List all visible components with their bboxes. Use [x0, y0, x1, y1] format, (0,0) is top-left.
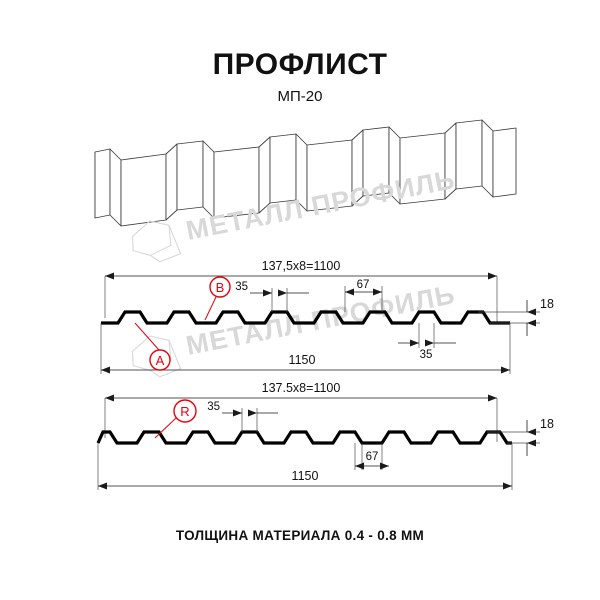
top-dim-18: 18 — [478, 297, 554, 336]
top-profile-section — [101, 310, 510, 325]
top-dim-35-left-text: 35 — [235, 281, 248, 293]
top-dim-1150: 1150 — [100, 323, 511, 374]
callout-b: B — [204, 276, 231, 321]
bottom-dim-1150-text: 1150 — [292, 469, 319, 483]
material-thickness-note: ТОЛЩИНА МАТЕРИАЛА 0.4 - 0.8 ММ — [175, 528, 425, 543]
top-dim-1100: 137,5x8=1100 — [104, 259, 498, 322]
callout-b-label: B — [216, 280, 225, 295]
callout-r-label: R — [180, 404, 189, 419]
bottom-profile-section — [96, 430, 512, 445]
callout-a: A — [134, 322, 171, 371]
model-label: МП-20 — [277, 88, 323, 105]
bottom-dim-1150: 1150 — [97, 443, 513, 490]
bottom-dim-1100-text: 137.5x8=1100 — [262, 381, 341, 395]
callout-r: R — [154, 399, 197, 439]
top-dim-67-text: 67 — [357, 279, 370, 291]
callout-a-label: A — [156, 353, 165, 368]
bottom-dim-67-text: 67 — [366, 451, 379, 463]
top-dim-35-left: 35 — [235, 281, 309, 312]
bottom-dim-18: 18 — [487, 417, 554, 456]
iso-corrugated-sheet — [94, 119, 517, 227]
bottom-dim-67: 67 — [354, 443, 389, 470]
bottom-dim-35: 35 — [207, 401, 278, 432]
top-dim-35-right: 35 — [398, 323, 456, 361]
top-dim-1150-text: 1150 — [289, 353, 316, 367]
bottom-dim-18-text: 18 — [540, 417, 554, 431]
top-dim-1100-text: 137,5x8=1100 — [262, 259, 341, 273]
top-dim-35-right-text: 35 — [420, 349, 433, 361]
bottom-dim-35-text: 35 — [207, 401, 220, 413]
top-dim-18-text: 18 — [540, 297, 554, 311]
top-dim-67: 67 — [344, 279, 383, 312]
bottom-dim-1100: 137.5x8=1100 — [104, 381, 498, 442]
page-title: ПРОФЛИСТ — [212, 48, 388, 81]
